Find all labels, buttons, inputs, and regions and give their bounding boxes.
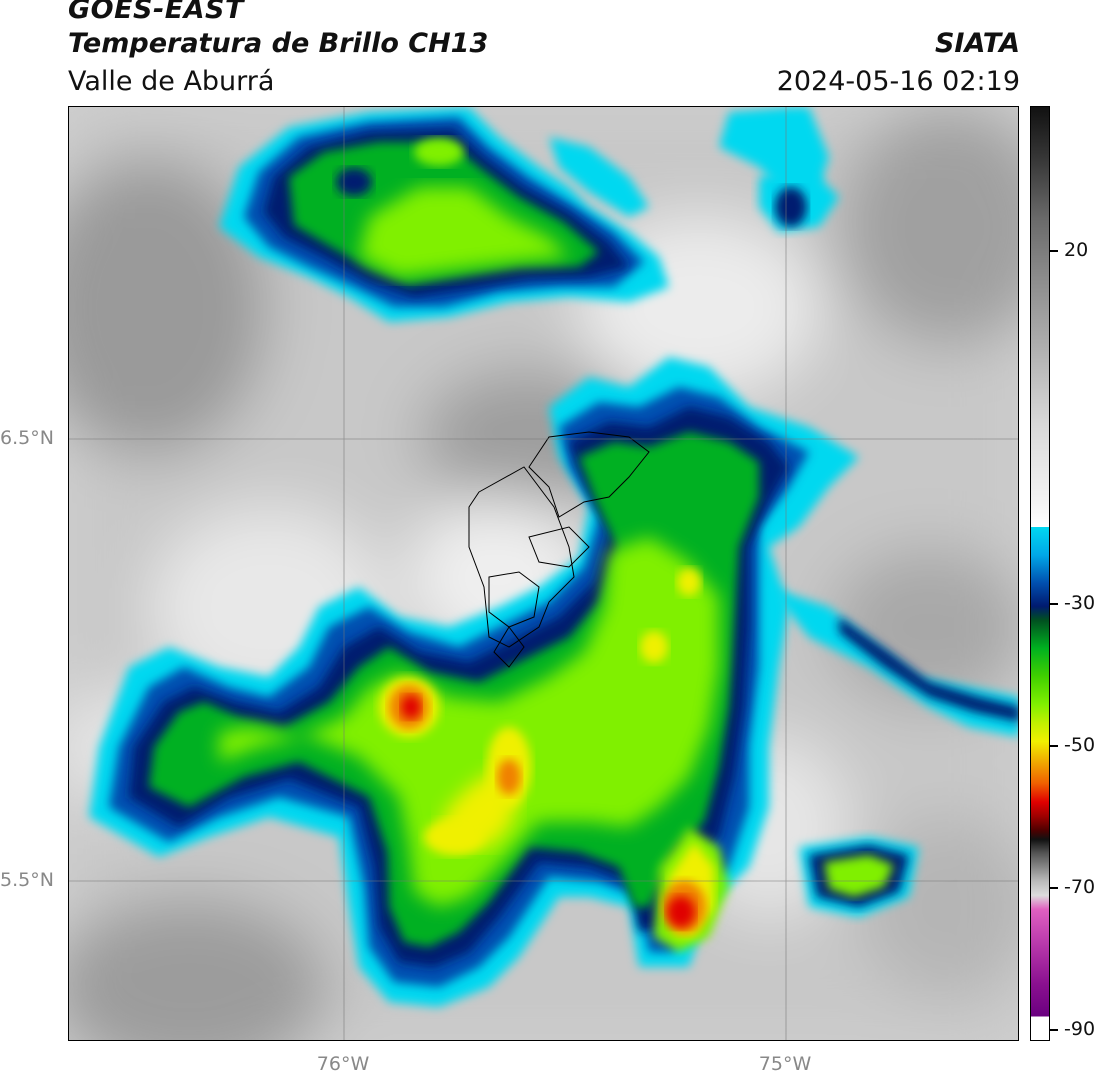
lat-label-5-5: 5.5°N xyxy=(0,869,54,891)
satellite-map[interactable] xyxy=(68,106,1019,1041)
colorbar-label-minus50: -50 xyxy=(1064,734,1094,756)
lon-label-76: 76°W xyxy=(316,1053,370,1075)
colorbar xyxy=(1030,106,1050,1041)
organization-label: SIATA xyxy=(934,28,1020,59)
map-canvas xyxy=(69,107,1018,1040)
lat-label-6-5: 6.5°N xyxy=(0,427,54,449)
satellite-title: GOES-EAST xyxy=(68,0,244,25)
colorbar-tick xyxy=(1050,250,1058,252)
lon-label-75: 75°W xyxy=(758,1053,812,1075)
cloud-south xyxy=(89,357,1018,1007)
product-title: Temperatura de Brillo CH13 xyxy=(68,28,489,59)
colorbar-label-minus70: -70 xyxy=(1064,876,1094,898)
valle-aburra-boundaries xyxy=(468,431,650,668)
colorbar-label-minus30: -30 xyxy=(1064,592,1094,614)
datetime-label: 2024-05-16 02:19 xyxy=(776,66,1020,97)
colorbar-tick xyxy=(1050,1029,1058,1031)
colorbar-tick xyxy=(1050,887,1058,889)
graticule xyxy=(69,107,1018,1040)
region-label: Valle de Aburrá xyxy=(68,66,275,97)
colorbar-label-20: 20 xyxy=(1064,239,1089,261)
colorbar-tick xyxy=(1050,603,1058,605)
colorbar-tick xyxy=(1050,745,1058,747)
colorbar-label-minus90: -90 xyxy=(1064,1018,1094,1040)
